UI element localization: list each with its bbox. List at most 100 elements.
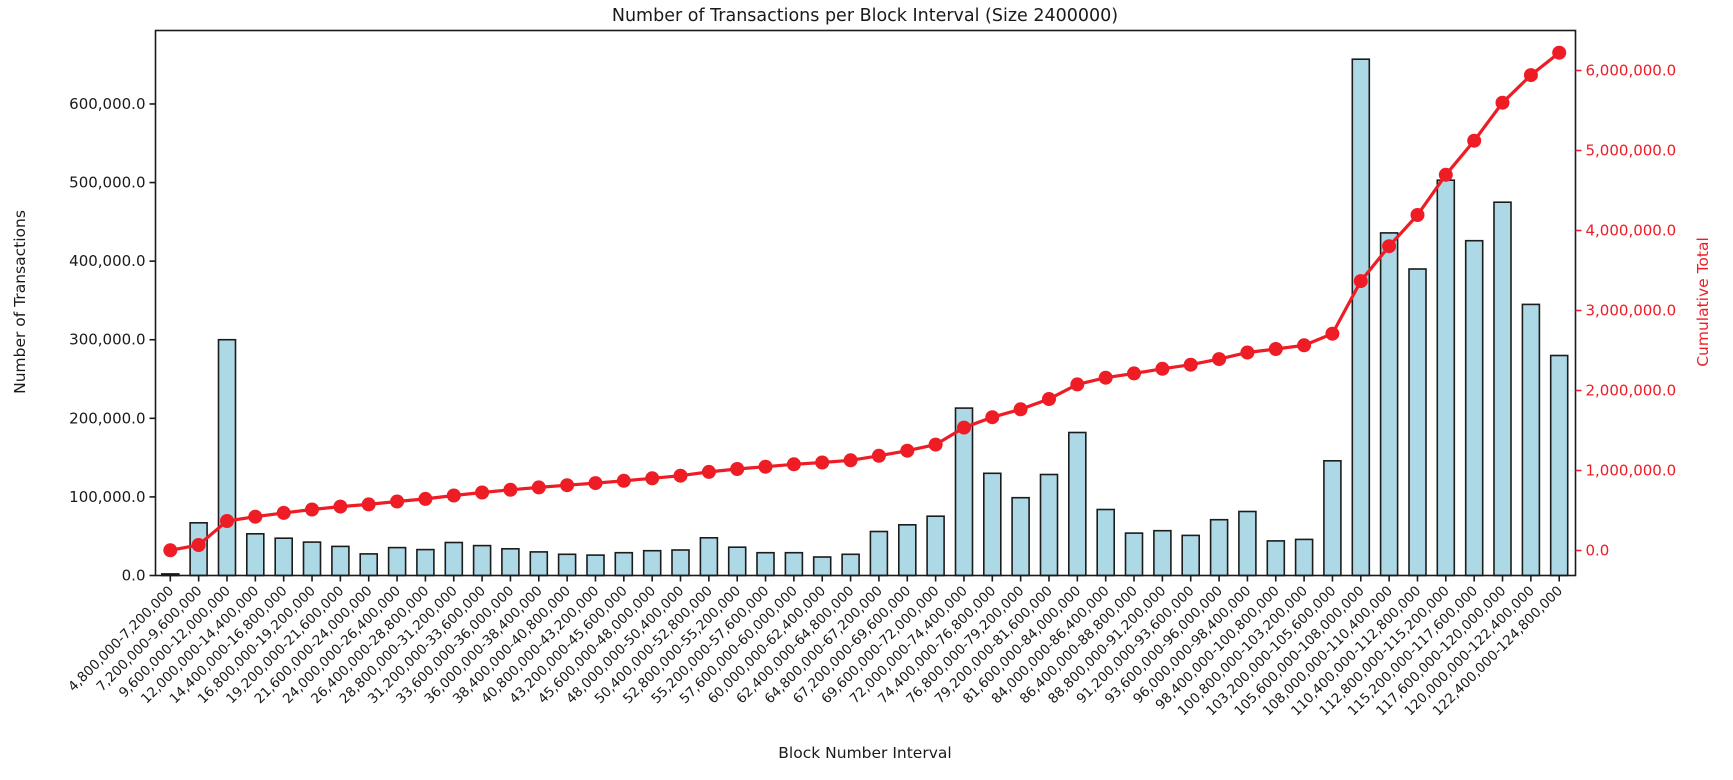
line-marker	[928, 437, 943, 452]
line-marker	[1495, 95, 1510, 110]
bar	[217, 338, 237, 577]
bar	[359, 553, 379, 577]
line-marker	[475, 485, 490, 500]
plot-border	[154, 29, 1577, 577]
line-marker	[1523, 68, 1538, 83]
bar	[444, 541, 464, 577]
right-tick-label: 5,000,000.0	[1586, 142, 1677, 160]
line-marker	[1297, 338, 1312, 353]
bar	[841, 553, 860, 577]
line-marker	[276, 505, 291, 520]
line-marker	[1410, 208, 1425, 222]
bar	[1521, 303, 1541, 577]
bar	[387, 546, 407, 577]
line-marker	[786, 457, 801, 472]
bar	[1493, 201, 1512, 577]
x-axis-label: Block Number Interval	[778, 744, 951, 762]
right-tick-label: 3,000,000.0	[1586, 302, 1677, 320]
bar	[614, 551, 634, 577]
line-marker	[1353, 274, 1368, 289]
line-marker	[1013, 402, 1028, 417]
bars-layer	[161, 58, 1569, 577]
bar	[331, 545, 350, 577]
line-marker	[560, 478, 575, 493]
bar	[1464, 239, 1484, 577]
bar	[472, 544, 492, 577]
right-tick-label: 2,000,000.0	[1586, 382, 1677, 400]
line-marker	[1438, 167, 1453, 182]
bar	[529, 551, 549, 577]
right-tick-label: 6,000,000.0	[1586, 62, 1677, 80]
bar	[1323, 459, 1342, 577]
bar	[1153, 529, 1172, 577]
line-marker	[1212, 352, 1227, 367]
right-y-axis-label: Cumulative Total	[1694, 237, 1712, 367]
left-tick-label: 500,000.0	[69, 174, 145, 192]
line-marker	[843, 453, 858, 468]
bar	[1351, 58, 1371, 577]
line-marker	[588, 476, 603, 491]
line-marker	[361, 497, 376, 512]
bar	[501, 547, 520, 577]
line-marker	[1467, 133, 1482, 148]
bar	[586, 554, 605, 577]
left-tick-label: 100,000.0	[69, 488, 145, 506]
chart-title: Number of Transactions per Block Interva…	[612, 6, 1118, 26]
right-tick-label: 4,000,000.0	[1586, 222, 1677, 240]
bar	[699, 536, 719, 577]
line-marker	[503, 482, 518, 497]
line-marker	[305, 502, 319, 517]
bar	[1408, 268, 1427, 577]
bar	[897, 523, 917, 577]
line-marker	[985, 410, 1000, 425]
line-marker	[531, 480, 546, 495]
bar	[784, 551, 804, 577]
bar	[812, 556, 832, 577]
bar	[1436, 179, 1456, 577]
bar	[642, 549, 662, 577]
line-marker	[1268, 342, 1283, 356]
bar	[1068, 431, 1087, 577]
line-marker	[1042, 392, 1056, 406]
line-marker	[673, 468, 688, 483]
line-marker	[758, 459, 773, 474]
left-tick-label: 300,000.0	[69, 331, 145, 349]
bar	[416, 548, 435, 577]
bar	[246, 532, 265, 577]
bar	[1039, 473, 1059, 577]
line-marker	[1382, 239, 1397, 254]
bar	[557, 553, 577, 577]
bar	[1096, 508, 1115, 577]
bar	[1181, 534, 1200, 577]
bar	[1379, 232, 1399, 577]
bar	[1124, 532, 1144, 577]
bar	[869, 530, 889, 577]
line-marker	[730, 462, 745, 476]
left-tick-label: 600,000.0	[69, 95, 145, 113]
line-marker	[701, 464, 716, 479]
line-marker	[390, 494, 405, 509]
line-marker	[163, 543, 178, 558]
line-marker	[191, 538, 206, 552]
bar	[671, 549, 690, 577]
cumulative-line-layer	[163, 45, 1567, 558]
line-marker	[248, 509, 263, 524]
cumulative-line	[170, 51, 1561, 552]
bar	[274, 537, 294, 577]
right-tick-label: 0.0	[1586, 542, 1610, 560]
bar	[756, 551, 775, 577]
bar	[982, 472, 1002, 577]
line-marker	[815, 455, 830, 470]
line-marker	[1127, 366, 1141, 381]
bar	[1549, 354, 1569, 577]
line-marker	[1155, 361, 1170, 376]
line-marker	[957, 420, 971, 435]
line-marker	[1183, 357, 1198, 372]
bar	[1209, 518, 1229, 577]
bar	[1238, 510, 1257, 577]
right-tick-label: 1,000,000.0	[1586, 462, 1677, 480]
line-marker	[1070, 377, 1085, 392]
bar	[302, 541, 322, 577]
